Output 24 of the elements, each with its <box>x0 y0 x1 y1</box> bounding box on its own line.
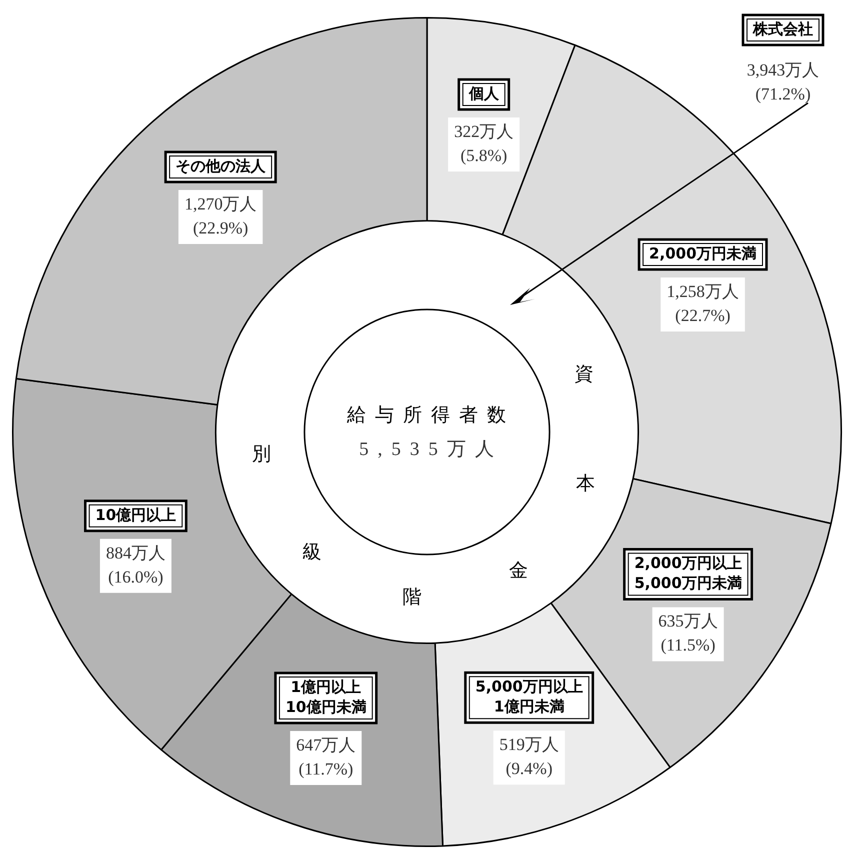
text: 資 <box>574 364 594 385</box>
text: 3,943万人 (71.2%) <box>746 60 820 104</box>
text: 階 <box>402 587 422 608</box>
data-label: 1,270万人 (22.9%) <box>184 194 257 238</box>
text: 株式会社 <box>752 20 813 38</box>
slice-label: 10億円以上 <box>95 506 176 524</box>
slice-label: 2,000万円以上 5,000万円未満 <box>634 554 742 592</box>
slice-label: その他の法人 <box>176 156 267 175</box>
text: 金 <box>508 560 528 582</box>
data-label: 884万人 (16.0%) <box>106 543 166 586</box>
text: 5,535万人 <box>359 438 503 460</box>
slice-label: 2,000万円未満 <box>649 244 756 262</box>
data-label: 635万人 (11.5%) <box>658 612 718 655</box>
text: 級 <box>302 542 322 563</box>
text: 本 <box>576 474 595 495</box>
slice-label: 5,000万円以上 1億円未満 <box>475 678 583 716</box>
data-label: 322万人 (5.8%) <box>454 122 514 165</box>
text: 別 <box>252 444 272 466</box>
data-label: 1,258万人 (22.7%) <box>666 282 739 325</box>
slice-label: 個人 <box>468 84 500 102</box>
slice-label: 1億円以上 10億円未満 <box>285 678 366 716</box>
text: 給与所得者数 <box>346 404 515 426</box>
data-label: 647万人 (11.7%) <box>296 735 356 778</box>
data-label: 519万人 (9.4%) <box>499 735 559 778</box>
